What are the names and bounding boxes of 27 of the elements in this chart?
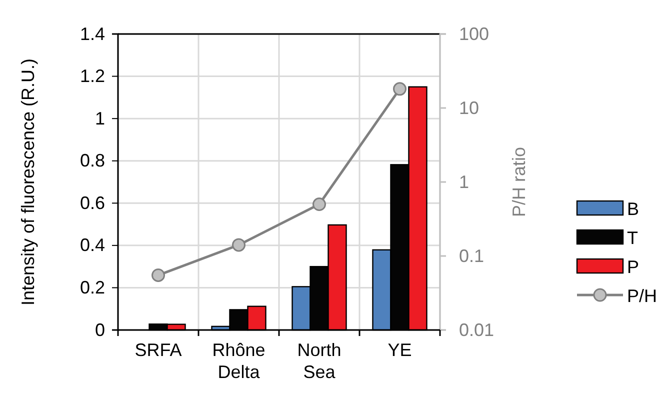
legend-label: P <box>627 257 640 277</box>
x-tick-label: SRFA <box>134 340 182 360</box>
y2-tick-label: 100 <box>459 24 490 44</box>
point <box>393 82 406 96</box>
y-tick-label: 0.6 <box>80 192 105 213</box>
y2-tick-label: 0.01 <box>459 320 494 340</box>
x-tick-label: Rhône Delta <box>212 340 266 382</box>
point <box>152 268 165 282</box>
y2-tick-label: 10 <box>459 98 480 118</box>
y-tick-label: 1 <box>94 108 105 128</box>
legend-label: T <box>627 228 638 248</box>
point <box>232 238 246 252</box>
y-tick-label: 0 <box>94 320 105 340</box>
y-tick-label: 1.4 <box>80 24 105 44</box>
point <box>312 198 326 212</box>
x-tick-label: YE <box>388 340 412 360</box>
legend-label: P/H <box>627 286 658 306</box>
y2-axis-title: P/H ratio <box>509 146 529 218</box>
y-tick-label: 0.2 <box>80 277 105 298</box>
y-axis-title: Intensity of fluorescence (R.U.) <box>18 58 38 306</box>
y-tick-label: 1.2 <box>80 66 105 86</box>
y-tick-label: 0.4 <box>80 235 105 256</box>
y-tick-label: 0.8 <box>80 150 105 171</box>
legend-label: B <box>627 199 640 219</box>
y2-tick-label: 1 <box>459 172 470 192</box>
x-tick-label: North Sea <box>297 340 342 382</box>
y2-tick-label: 0.1 <box>459 246 484 266</box>
